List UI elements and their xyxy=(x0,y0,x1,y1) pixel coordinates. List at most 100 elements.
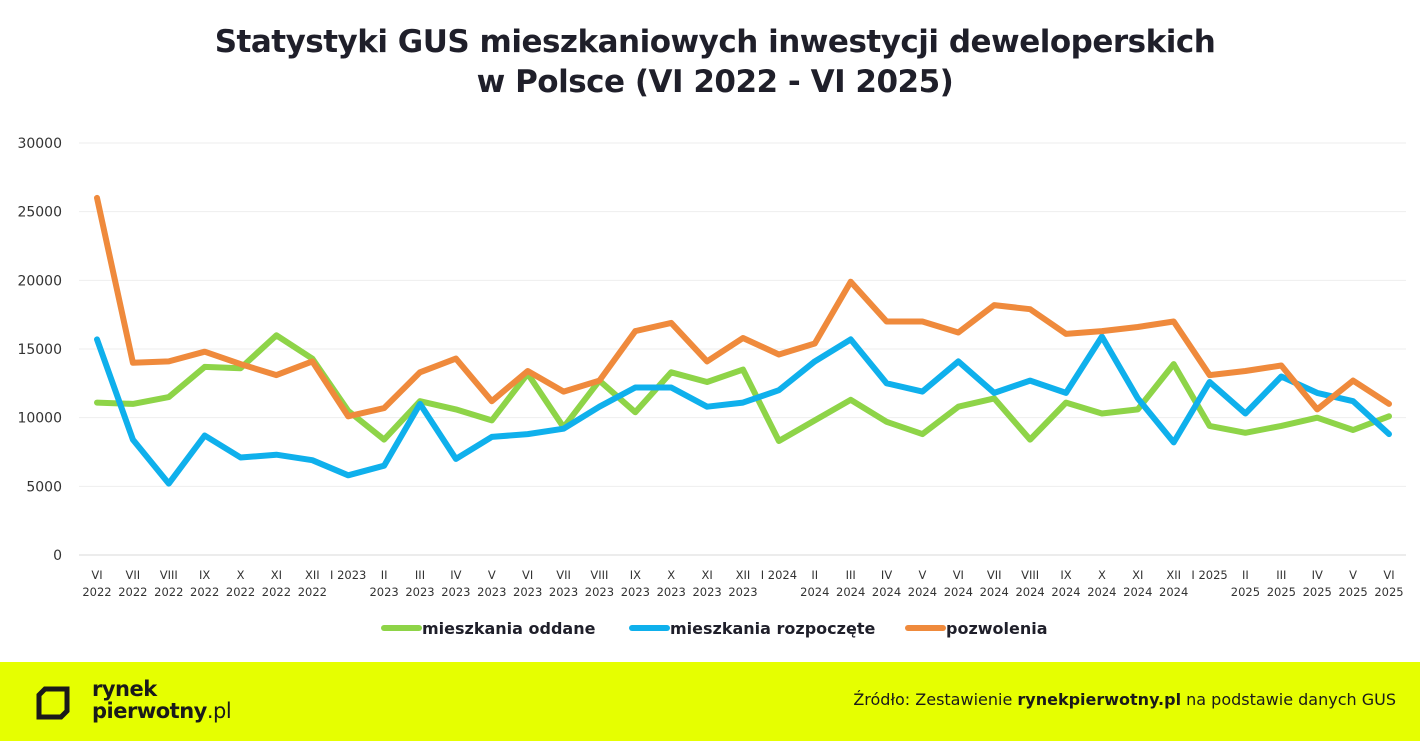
x-tick-year: 2022 xyxy=(298,585,327,599)
x-tick-year: 2024 xyxy=(908,585,937,599)
x-tick-label: IX xyxy=(199,568,210,582)
x-tick-label: X xyxy=(1098,568,1106,582)
x-tick-label: VI xyxy=(953,568,964,582)
x-tick-label: V xyxy=(488,568,496,582)
x-tick-year: 2023 xyxy=(369,585,398,599)
x-tick-year: 2024 xyxy=(872,585,901,599)
x-tick-label: III xyxy=(846,568,856,582)
x-tick-year: 2024 xyxy=(1087,585,1116,599)
source-bold: rynekpierwotny.pl xyxy=(1017,690,1182,709)
x-tick-year: 2025 xyxy=(1267,585,1296,599)
logo-line1: rynek xyxy=(92,677,157,701)
x-tick-label: XII xyxy=(1166,568,1181,582)
x-tick-label: VII xyxy=(126,568,141,582)
x-tick-year: 2025 xyxy=(1303,585,1332,599)
x-tick-year: 2023 xyxy=(657,585,686,599)
x-tick-year: 2024 xyxy=(1015,585,1044,599)
y-tick-label: 30000 xyxy=(17,136,62,152)
gridlines xyxy=(79,142,1406,556)
square-bracket-logo-icon xyxy=(36,686,70,720)
x-tick-year: 2022 xyxy=(190,585,219,599)
x-tick-label: IX xyxy=(630,568,641,582)
x-tick-year: 2023 xyxy=(477,585,506,599)
source-note: Źródło: Zestawienie rynekpierwotny.pl na… xyxy=(853,690,1396,709)
y-tick-label: 25000 xyxy=(17,205,62,221)
x-tick-label: III xyxy=(415,568,425,582)
x-tick-year: 2022 xyxy=(118,585,147,599)
x-tick-label: VI xyxy=(91,568,102,582)
x-axis-ticks: VI2022VII2022VIII2022IX2022X2022XI2022XI… xyxy=(82,568,1403,599)
x-tick-label: VI xyxy=(1383,568,1394,582)
x-tick-label: I 2023 xyxy=(330,568,366,582)
x-tick-label: II xyxy=(811,568,818,582)
y-tick-label: 5000 xyxy=(26,479,62,495)
logo-line2: pierwotny.pl xyxy=(92,699,232,723)
x-tick-label: X xyxy=(237,568,245,582)
legend-label: mieszkania oddane xyxy=(422,619,596,638)
x-tick-label: VIII xyxy=(1021,568,1039,582)
y-tick-label: 10000 xyxy=(17,411,62,427)
chart-title-line2: w Polsce (VI 2022 - VI 2025) xyxy=(476,64,954,100)
x-tick-year: 2025 xyxy=(1374,585,1403,599)
x-tick-label: XI xyxy=(1132,568,1143,582)
x-tick-label: IV xyxy=(1312,568,1323,582)
x-tick-label: XII xyxy=(736,568,751,582)
y-axis-ticks: 0 5000 10000 15000 20000 25000 30000 xyxy=(17,136,62,564)
series-lines xyxy=(94,194,1392,487)
source-suffix: na podstawie danych GUS xyxy=(1181,690,1396,709)
x-tick-year: 2023 xyxy=(692,585,721,599)
x-tick-year: 2024 xyxy=(1051,585,1080,599)
chart-title-line1: Statystyki GUS mieszkaniowych inwestycji… xyxy=(214,24,1216,60)
x-tick-year: 2023 xyxy=(513,585,542,599)
chart-title: Statystyki GUS mieszkaniowych inwestycji… xyxy=(0,22,1420,102)
logo-name: pierwotny xyxy=(92,699,207,723)
x-tick-label: VII xyxy=(987,568,1002,582)
x-tick-label: X xyxy=(667,568,675,582)
x-tick-year: 2022 xyxy=(154,585,183,599)
x-tick-year: 2023 xyxy=(441,585,470,599)
x-tick-year: 2022 xyxy=(226,585,255,599)
logo-wordmark: rynek pierwotny.pl xyxy=(92,677,232,723)
x-tick-label: IV xyxy=(881,568,892,582)
x-tick-year: 2022 xyxy=(82,585,111,599)
x-tick-year: 2023 xyxy=(728,585,757,599)
series-line-2 xyxy=(94,194,1392,420)
source-prefix: Źródło: Zestawienie xyxy=(853,690,1018,709)
x-tick-year: 2023 xyxy=(405,585,434,599)
x-tick-label: XII xyxy=(305,568,320,582)
x-tick-label: IV xyxy=(450,568,461,582)
x-tick-year: 2023 xyxy=(621,585,650,599)
series-line-1 xyxy=(94,333,1392,487)
x-tick-year: 2025 xyxy=(1231,585,1260,599)
x-tick-label: I 2024 xyxy=(761,568,797,582)
x-tick-label: VIII xyxy=(590,568,608,582)
legend-label: mieszkania rozpoczęte xyxy=(670,619,875,638)
logo-suffix: .pl xyxy=(206,699,232,723)
x-tick-label: V xyxy=(1349,568,1357,582)
y-tick-label: 0 xyxy=(53,548,62,564)
x-tick-year: 2024 xyxy=(1123,585,1152,599)
x-tick-label: IX xyxy=(1060,568,1071,582)
x-tick-label: V xyxy=(919,568,927,582)
x-tick-label: I 2025 xyxy=(1191,568,1227,582)
x-tick-year: 2023 xyxy=(549,585,578,599)
legend: mieszkania oddane mieszkania rozpoczęte po… xyxy=(381,619,1048,638)
x-tick-year: 2022 xyxy=(262,585,291,599)
x-tick-label: XI xyxy=(271,568,282,582)
x-tick-year: 2024 xyxy=(1159,585,1188,599)
y-tick-label: 15000 xyxy=(17,342,62,358)
x-tick-label: VII xyxy=(556,568,571,582)
x-tick-label: VIII xyxy=(160,568,178,582)
x-tick-year: 2023 xyxy=(585,585,614,599)
x-tick-label: III xyxy=(1276,568,1286,582)
legend-label: pozwolenia xyxy=(946,619,1048,638)
x-tick-year: 2024 xyxy=(944,585,973,599)
x-tick-year: 2025 xyxy=(1338,585,1367,599)
x-tick-label: II xyxy=(1242,568,1249,582)
footer-bar xyxy=(0,662,1420,741)
x-tick-year: 2024 xyxy=(980,585,1009,599)
y-tick-label: 20000 xyxy=(17,273,62,289)
x-tick-year: 2024 xyxy=(800,585,829,599)
x-tick-label: XI xyxy=(701,568,712,582)
